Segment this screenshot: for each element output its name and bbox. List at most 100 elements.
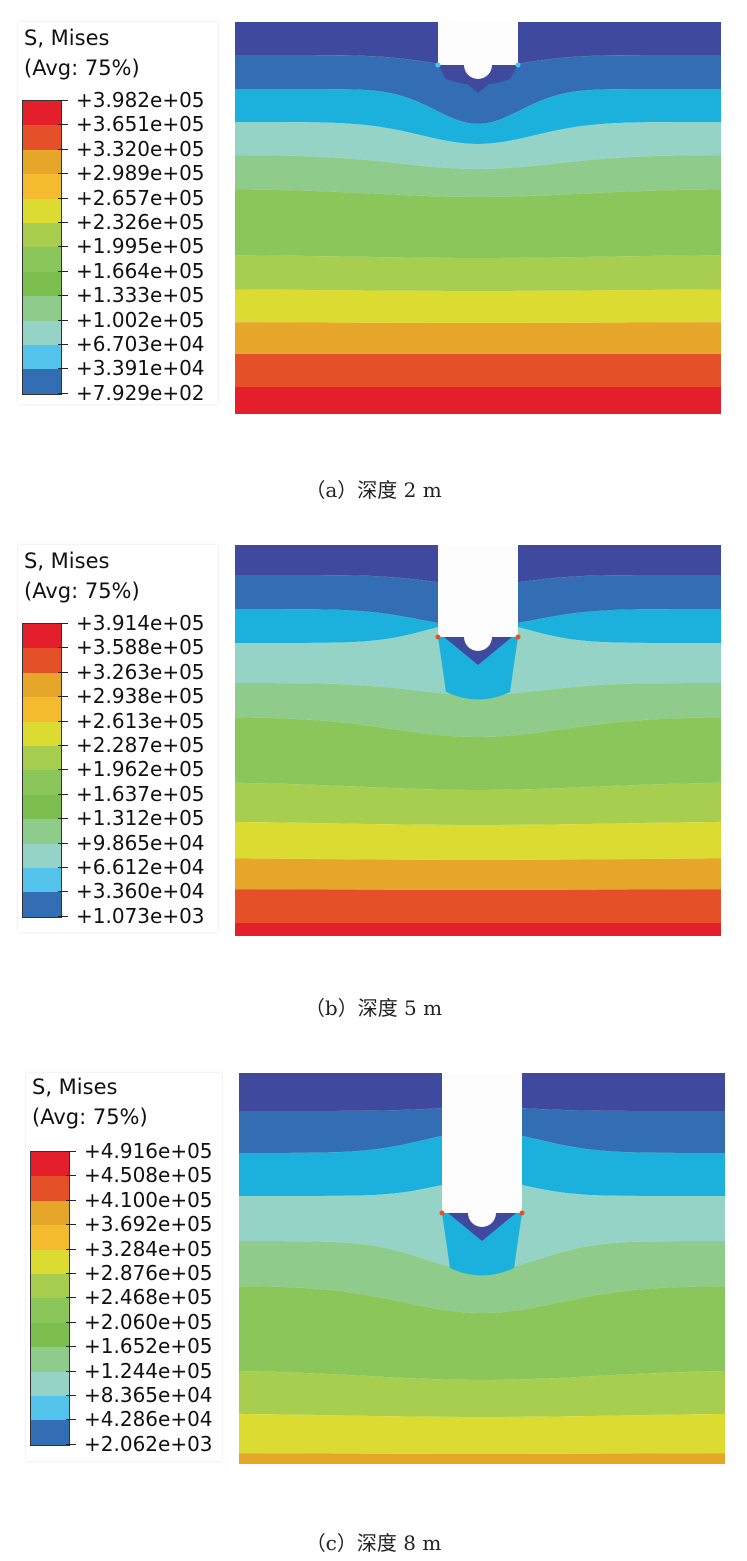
legend-tick bbox=[58, 100, 68, 101]
legend-value: +4.508e+05 bbox=[84, 1163, 213, 1188]
legend-tick bbox=[58, 915, 68, 917]
legend-subtitle: (Avg: 75%) bbox=[32, 1105, 148, 1129]
legend-tick bbox=[66, 1273, 76, 1274]
legend-value: +3.982e+05 bbox=[76, 88, 205, 112]
color-swatch bbox=[31, 1225, 69, 1250]
color-swatch bbox=[31, 1420, 69, 1445]
legend-value: +1.995e+05 bbox=[76, 234, 205, 259]
color-swatch bbox=[23, 320, 61, 345]
color-swatch bbox=[23, 770, 61, 795]
stress-band bbox=[235, 858, 721, 890]
stress-concentration-point bbox=[515, 62, 521, 68]
color-swatch bbox=[23, 794, 61, 820]
legend-tick bbox=[58, 270, 68, 272]
legend-tick bbox=[66, 1370, 76, 1372]
pile-tip-stress-zone bbox=[438, 637, 518, 700]
color-swatch bbox=[23, 198, 61, 223]
contour-plot-a bbox=[235, 22, 721, 414]
color-swatch bbox=[31, 1249, 69, 1274]
color-swatch bbox=[23, 369, 61, 394]
legend-subtitle: (Avg: 75%) bbox=[24, 56, 140, 80]
stress-band bbox=[235, 821, 721, 860]
legend-value: +3.284e+05 bbox=[84, 1236, 213, 1261]
legend-value: +4.286e+04 bbox=[84, 1407, 213, 1432]
color-swatch bbox=[23, 296, 61, 321]
stress-band bbox=[235, 289, 721, 323]
legend-value: +3.391e+04 bbox=[76, 356, 205, 381]
color-swatch bbox=[23, 101, 61, 126]
legend-value: +2.989e+05 bbox=[76, 161, 205, 186]
legend-tick bbox=[66, 1175, 76, 1177]
caption-a: （a）深度 2 m bbox=[305, 478, 442, 502]
legend-tick bbox=[58, 720, 68, 722]
color-bar bbox=[22, 100, 62, 395]
legend-value: +1.652e+05 bbox=[84, 1334, 213, 1359]
legend-value: +6.703e+04 bbox=[76, 332, 205, 356]
stress-band bbox=[239, 1370, 725, 1417]
legend-a: S, Mises (Avg: 75%) +3.982e+05 +3.651e+05… bbox=[18, 22, 218, 404]
stress-concentration-point bbox=[435, 62, 441, 68]
color-swatch bbox=[23, 721, 61, 746]
legend-value: +7.929e+02 bbox=[76, 380, 205, 405]
stress-band bbox=[239, 1286, 725, 1380]
color-swatch bbox=[23, 271, 61, 297]
legend-tick bbox=[58, 344, 68, 345]
legend-tick bbox=[58, 891, 68, 893]
legend-value: +1.073e+03 bbox=[76, 903, 205, 928]
legend-value: +2.938e+05 bbox=[76, 684, 205, 709]
color-swatch bbox=[23, 125, 61, 150]
color-bar bbox=[30, 1151, 70, 1446]
stress-band bbox=[235, 683, 721, 737]
contour-plot-c bbox=[239, 1073, 725, 1464]
legend-tick bbox=[58, 319, 68, 321]
color-swatch bbox=[31, 1274, 69, 1299]
color-swatch bbox=[31, 1371, 69, 1396]
legend-tick bbox=[58, 295, 68, 297]
color-swatch bbox=[31, 1322, 69, 1348]
stress-band bbox=[235, 354, 721, 387]
color-swatch bbox=[23, 697, 61, 722]
legend-value: +3.692e+05 bbox=[84, 1212, 213, 1237]
legend-tick bbox=[58, 745, 68, 746]
legend-value: +2.287e+05 bbox=[76, 733, 205, 757]
color-swatch bbox=[23, 892, 61, 917]
legend-value: +3.914e+05 bbox=[76, 611, 205, 635]
color-swatch bbox=[23, 345, 61, 370]
legend-tick bbox=[58, 173, 68, 175]
legend-tick bbox=[58, 148, 68, 150]
stress-band bbox=[235, 122, 721, 169]
color-swatch bbox=[31, 1396, 69, 1421]
legend-value: +1.637e+05 bbox=[76, 781, 205, 806]
stress-band bbox=[235, 387, 721, 414]
legend-value: +2.657e+05 bbox=[76, 185, 205, 210]
legend-value: +2.876e+05 bbox=[84, 1261, 213, 1285]
legend-title: S, Mises bbox=[24, 549, 110, 573]
legend-c: S, Mises (Avg: 75%) +4.916e+05 +4.508e+05… bbox=[26, 1073, 222, 1461]
legend-value: +9.865e+04 bbox=[76, 830, 205, 855]
legend-tick bbox=[66, 1443, 76, 1445]
legend-value: +8.365e+04 bbox=[84, 1383, 213, 1407]
pile bbox=[438, 545, 518, 637]
legend-tick bbox=[66, 1346, 76, 1348]
legend-value: +3.588e+05 bbox=[76, 635, 205, 660]
legend-value: +4.100e+05 bbox=[84, 1187, 213, 1212]
legend-tick bbox=[66, 1321, 76, 1323]
legend-value: +1.002e+05 bbox=[76, 307, 205, 332]
legend-tick bbox=[66, 1419, 76, 1421]
stress-concentration-point bbox=[519, 1210, 525, 1216]
legend-tick bbox=[58, 818, 68, 820]
legend-value: +1.312e+05 bbox=[76, 806, 205, 831]
legend-value: +3.651e+05 bbox=[76, 112, 205, 137]
stress-band bbox=[239, 1241, 725, 1313]
legend-tick bbox=[58, 793, 68, 795]
stress-concentration-point bbox=[435, 634, 441, 640]
legend-value: +1.333e+05 bbox=[76, 283, 205, 308]
color-swatch bbox=[31, 1152, 69, 1177]
legend-title: S, Mises bbox=[32, 1075, 118, 1099]
caption-c: （c）深度 8 m bbox=[305, 1531, 442, 1555]
legend-value: +2.060e+05 bbox=[84, 1309, 213, 1334]
stress-band bbox=[239, 1413, 725, 1454]
legend-tick bbox=[58, 696, 68, 698]
legend-tick bbox=[58, 124, 68, 126]
stress-concentration-point bbox=[439, 1210, 445, 1216]
